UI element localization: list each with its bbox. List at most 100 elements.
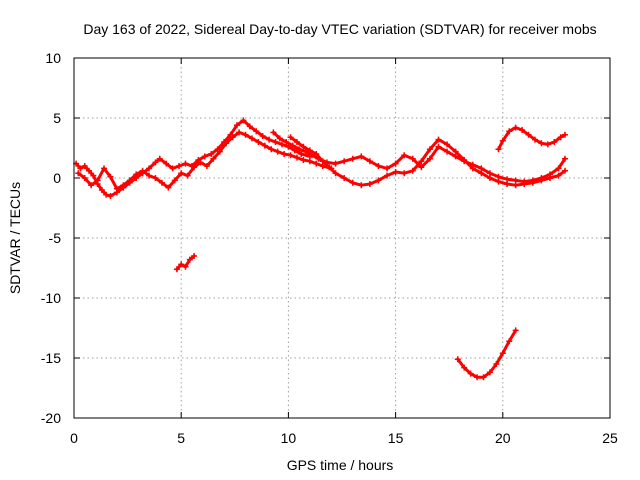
data-point [493,361,500,367]
data-point [392,169,399,175]
data-point [375,163,382,169]
data-point [184,172,191,179]
data-point [81,163,88,169]
data-point [384,172,391,179]
x-tick-label: 0 [70,430,78,446]
data-series-group [73,117,568,381]
data-point [274,148,281,155]
data-point [126,177,133,184]
data-point [278,141,285,148]
data-point [272,139,279,145]
data-point [255,139,262,145]
data-point [300,143,307,150]
data-point [495,146,502,153]
data-point [94,177,101,184]
data-point [538,177,545,184]
data-point [90,172,97,179]
data-point [525,131,532,138]
data-point [444,148,451,155]
data-point [246,123,253,130]
data-point [101,165,108,172]
data-point [401,152,408,159]
data-point [546,175,553,181]
data-point [409,167,416,174]
x-tick-label: 15 [388,430,404,446]
data-point [113,185,120,192]
data-point [358,182,365,189]
series-line [497,126,567,151]
data-point [313,160,320,167]
series-arc-5 [287,134,568,189]
series-line [74,118,312,198]
data-point [165,184,172,191]
data-point [261,142,268,149]
data-point [287,152,294,159]
data-point [281,151,288,157]
data-point [306,147,313,154]
data-point [296,146,303,153]
data-point [298,151,305,157]
data-point [152,175,159,181]
data-point [270,129,277,136]
y-tick-label: -20 [41,410,61,426]
data-point [499,137,506,144]
data-point [300,157,307,163]
data-point [240,117,247,124]
data-point [551,139,558,145]
data-point [435,143,442,150]
data-point [452,148,459,155]
data-point [259,133,266,139]
data-point [332,160,339,167]
data-point [139,167,146,174]
data-point [146,165,153,172]
data-point [506,128,513,135]
chart-title: Day 163 of 2022, Sidereal Day-to-day VTE… [83,21,596,37]
series-line [456,328,518,379]
data-point [233,122,240,129]
data-point [210,155,217,162]
data-point [229,134,236,141]
series-arc-3 [173,253,198,273]
data-point [529,179,536,186]
data-point [544,141,551,148]
data-point [120,182,127,189]
data-point [401,170,408,177]
data-point [158,179,165,186]
data-point [171,177,178,184]
data-point [435,136,442,143]
data-point [75,170,82,177]
data-point [512,327,519,334]
data-point [418,164,425,171]
series-arc-1 [73,117,313,199]
data-point [454,356,461,363]
data-point [467,370,474,377]
data-point [557,134,564,141]
data-point [276,135,283,142]
series-arc-7 [454,327,519,381]
data-point [88,182,95,189]
data-point [358,153,365,160]
data-point [366,158,373,165]
data-point [418,158,425,165]
y-tick-label: -10 [41,290,61,306]
data-point [486,369,493,376]
data-point [289,142,296,149]
data-point [499,350,506,357]
data-point [426,155,433,162]
y-tick-label: 10 [45,50,61,66]
data-point [176,163,183,169]
data-point [366,181,373,187]
y-tick-label: -15 [41,350,61,366]
data-point [216,148,223,155]
data-point [495,178,502,185]
data-point [341,158,348,165]
data-point [86,167,93,174]
x-tick-label: 20 [495,430,511,446]
data-point [469,165,476,172]
data-point [561,131,568,138]
series-arc-2 [75,129,335,192]
data-point [561,167,568,174]
y-axis-label: SDTVAR / TECUs [7,182,23,294]
data-point [287,134,294,141]
